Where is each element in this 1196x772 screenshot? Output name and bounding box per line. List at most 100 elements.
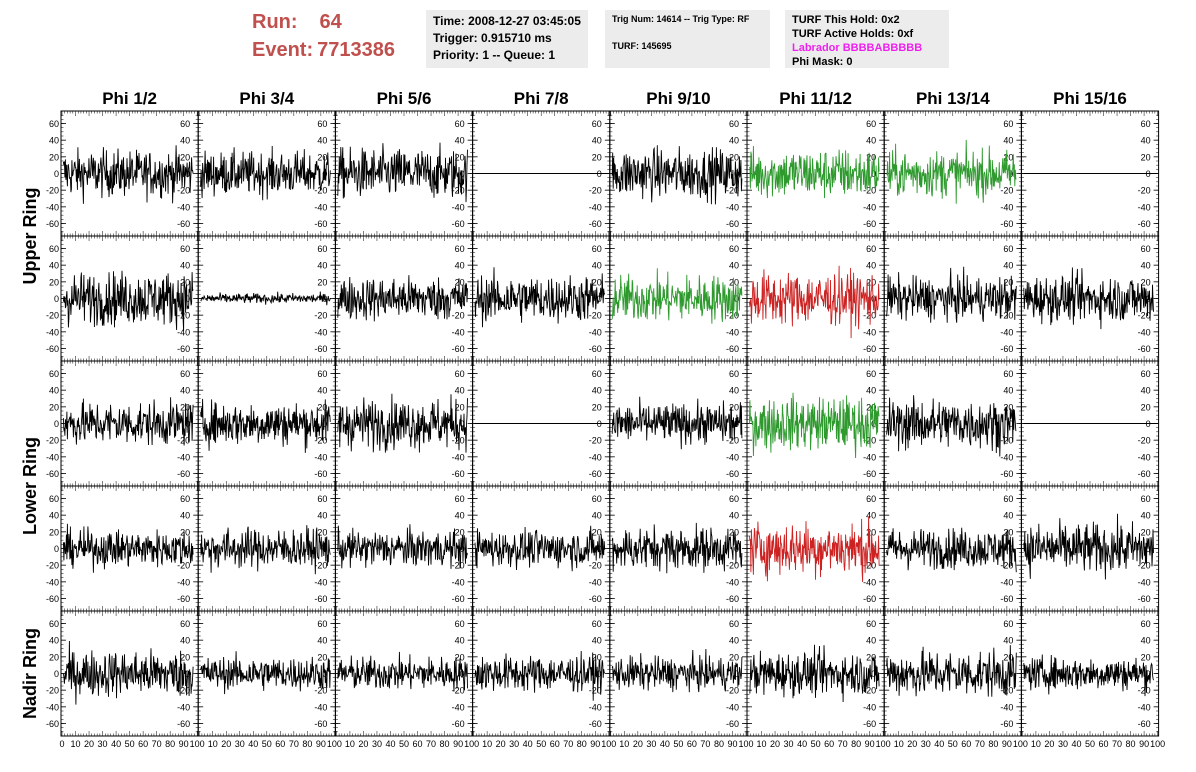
waveform-trace	[62, 523, 194, 573]
y-tick-label-right: -60	[726, 219, 739, 229]
y-tick-label-right: 20	[455, 402, 465, 412]
y-tick-label-right: 20	[592, 152, 602, 162]
y-tick-label-right: 40	[1003, 261, 1013, 271]
y-tick-label-right: 40	[592, 386, 602, 396]
y-tick-label-right: -40	[452, 452, 465, 462]
y-tick-label-right: 40	[1141, 261, 1151, 271]
row-label: Nadir Ring	[20, 628, 40, 719]
y-tick-label-right: 60	[1003, 244, 1013, 254]
y-tick-label-right: 40	[729, 261, 739, 271]
y-tick-label-right: 60	[1003, 369, 1013, 379]
turf-text: TURF: 145695	[612, 41, 672, 51]
y-tick-label-right: -60	[452, 344, 465, 354]
y-tick-label-right: -20	[589, 311, 602, 321]
y-tick-label-right: -60	[452, 219, 465, 229]
y-tick-label-right: -40	[589, 327, 602, 337]
y-tick-label-right: -40	[589, 202, 602, 212]
y-tick-label-right: 40	[455, 511, 465, 521]
y-tick-label-right: -20	[1000, 436, 1013, 446]
y-tick-label-right: 60	[317, 119, 327, 129]
y-tick-label-right: -60	[589, 219, 602, 229]
waveform-trace	[886, 139, 1017, 204]
y-tick-label-right: -20	[726, 436, 739, 446]
turf-active-holds: TURF Active Holds: 0xf	[792, 28, 914, 40]
y-tick-label-right: 60	[317, 494, 327, 504]
y-tick-label-right: 40	[180, 386, 190, 396]
y-tick-label-right: -60	[177, 469, 190, 479]
row-label: Lower Ring	[20, 437, 40, 535]
y-tick-label-right: -40	[863, 452, 876, 462]
y-tick-label-right: 40	[317, 261, 327, 271]
y-tick-label-right: 40	[455, 136, 465, 146]
row-label: Upper Ring	[20, 188, 40, 285]
waveform-trace	[337, 275, 468, 322]
y-tick-label-right: 40	[729, 386, 739, 396]
y-tick-label-right: 20	[592, 277, 602, 287]
y-tick-label-right: 40	[455, 386, 465, 396]
y-tick-label-right: -60	[1138, 469, 1151, 479]
y-tick-label-right: -60	[1000, 469, 1013, 479]
waveform-trace	[611, 268, 743, 324]
y-tick-label-right: -60	[314, 344, 327, 354]
trig-box: Trig Num: 14614 -- Trig Type: RF TURF: 1…	[605, 10, 770, 68]
y-tick-label-right: -60	[314, 469, 327, 479]
y-tick-label-right: -40	[726, 452, 739, 462]
y-tick-label: 40	[49, 261, 59, 271]
y-tick-label-right: -40	[1000, 202, 1013, 212]
y-tick-label-right: -40	[314, 327, 327, 337]
y-tick-label: 20	[49, 527, 59, 537]
waveform-trace	[748, 265, 880, 339]
column-header: Phi 1/2	[102, 89, 157, 108]
y-tick-label-right: -60	[726, 469, 739, 479]
y-tick-label-right: -20	[452, 311, 465, 321]
y-tick-label-right: 20	[729, 402, 739, 412]
y-tick-label: 0	[54, 419, 59, 429]
y-tick-label-right: -40	[1000, 452, 1013, 462]
y-tick-label: 60	[49, 369, 59, 379]
y-tick-label-right: 40	[1003, 386, 1013, 396]
run-label: Run:	[252, 11, 298, 33]
y-tick-label: 60	[49, 244, 59, 254]
y-tick-label-right: -40	[314, 202, 327, 212]
y-tick-label-right: 20	[455, 527, 465, 537]
y-tick-label: -20	[46, 311, 59, 321]
column-header: Phi 5/6	[377, 89, 432, 108]
y-tick-label-right: -60	[177, 344, 190, 354]
y-tick-label-right: 40	[317, 136, 327, 146]
turf-this-hold: TURF This Hold: 0x2	[792, 14, 900, 26]
y-tick-label: 20	[49, 402, 59, 412]
y-tick-label: 20	[49, 277, 59, 287]
y-tick-label-right: 60	[180, 244, 190, 254]
y-tick-label-right: -20	[726, 186, 739, 196]
waveform-trace	[1023, 267, 1154, 330]
y-tick-label-right: -20	[1138, 186, 1151, 196]
y-tick-label-right: 60	[729, 244, 739, 254]
y-tick-label: -60	[46, 469, 59, 479]
y-tick-label-right: -20	[589, 436, 602, 446]
y-tick-label-right: -20	[314, 186, 327, 196]
y-tick-label-right: 40	[1141, 386, 1151, 396]
waveform-trace	[337, 393, 468, 453]
y-tick-label-right: 0	[871, 169, 876, 179]
y-tick-label-right: -60	[314, 219, 327, 229]
y-tick-label-right: 20	[455, 152, 465, 162]
y-tick-label-right: 60	[729, 119, 739, 129]
y-tick-label-right: 60	[455, 244, 465, 254]
y-tick-label-right: -20	[177, 186, 190, 196]
y-tick-label-right: 0	[322, 419, 327, 429]
y-tick-label-right: 0	[185, 544, 190, 554]
y-tick-label-right: -60	[177, 219, 190, 229]
y-tick-label-right: 60	[1141, 369, 1151, 379]
y-tick-label-right: -20	[1000, 186, 1013, 196]
time-text: Time: 2008-12-27 03:45:05	[433, 14, 581, 28]
y-tick-label-right: 20	[592, 402, 602, 412]
y-tick-label-right: 20	[1003, 152, 1013, 162]
waveform-trace	[611, 145, 743, 205]
y-tick-label-right: -60	[1138, 219, 1151, 229]
y-tick-label-right: 60	[455, 369, 465, 379]
y-tick-label-right: -40	[452, 577, 465, 587]
y-tick-label-right: 60	[455, 494, 465, 504]
y-tick-label-right: -20	[1138, 311, 1151, 321]
column-header: Phi 11/12	[779, 89, 852, 108]
